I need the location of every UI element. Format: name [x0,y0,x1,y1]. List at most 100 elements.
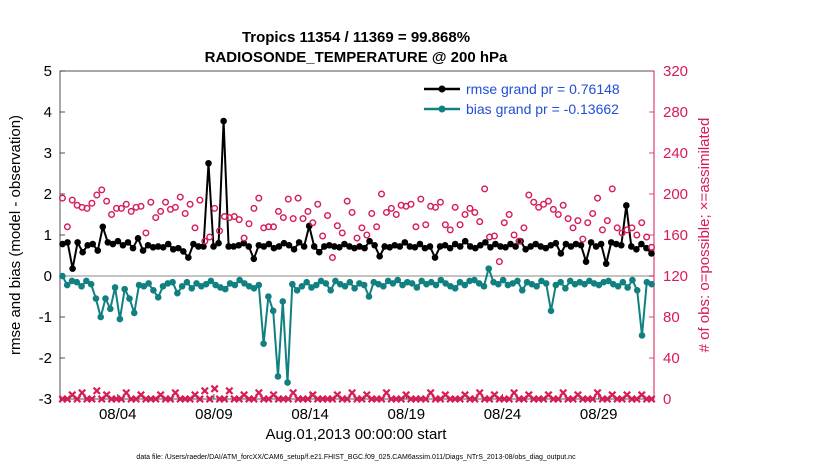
obs-assimilated-marker [348,388,357,397]
obs-assimilated-marker [205,395,214,403]
obs-possible-marker [211,204,219,212]
y-right-tick-label: 240 [663,145,688,162]
obs-possible-marker [638,219,646,227]
obs-assimilated-marker [588,395,597,403]
obs-possible-marker [432,203,440,211]
bias-point [456,278,464,286]
bias-point [360,281,368,289]
obs-possible-marker [117,204,125,212]
rmse-point [542,244,550,252]
rmse-point [376,253,383,260]
obs-possible-marker [245,220,253,228]
bias-point [332,277,339,285]
x-tick-label: 08/29 [580,406,618,423]
legend-label-rmse: rmse grand pr = 0.76148 [466,81,620,97]
bias-point [154,294,162,301]
bias-point [102,295,109,302]
rmse-point [280,239,288,247]
rmse-point [235,241,243,249]
rmse-point [240,239,248,247]
bias-point [83,277,90,285]
rmse-point [492,240,499,248]
x-axis-label: Aug.01,2013 00:00:00 start [266,426,448,443]
rmse-point [109,240,117,248]
y-right-tick-label: 160 [663,227,688,244]
bias-point [140,282,148,290]
y-right-tick-label: 200 [663,186,688,203]
chart-subtitle: RADIOSONDE_TEMPERATURE @ 200 hPa [205,49,508,66]
obs-possible-marker [191,224,199,232]
series-rmse [59,117,655,272]
bias-point [63,281,71,289]
obs-possible-marker [392,210,400,218]
rmse-point [477,241,484,249]
rmse-point [94,247,102,254]
rmse-point [270,244,278,252]
obs-possible-marker [279,214,287,222]
bias-point [121,285,128,293]
x-tick-label: 08/14 [291,406,329,423]
obs-assimilated-marker [73,395,82,403]
obs-possible-marker [250,204,258,212]
rmse-point [326,241,333,249]
y-right-tick-label: 40 [663,350,680,367]
bias-point [221,285,229,293]
obs-assimilated-marker [554,395,563,403]
rmse-point [411,244,419,251]
obs-assimilated-marker [377,395,386,403]
obs-possible-marker [348,208,356,216]
bias-point [427,278,435,286]
rmse-point [104,239,112,246]
bias-point [312,281,320,289]
y-right-tick-label: 80 [663,309,680,326]
rmse-point [119,241,127,249]
obs-possible-marker [343,197,351,205]
bias-point [413,284,421,291]
obs-possible-marker [157,207,165,215]
rmse-point [84,241,91,249]
obs-assimilated-marker [254,388,263,397]
bias-point [289,280,296,288]
bias-point [624,284,631,291]
obs-possible-marker [618,229,626,237]
chart-title: Tropics 11354 / 11369 = 99.868% [242,29,470,46]
obs-assimilated-marker [78,388,87,397]
rmse-point [623,202,630,209]
rmse-point [517,237,524,245]
y-right-tick-label: 0 [663,391,671,408]
bias-point [557,278,564,286]
obs-possible-marker [441,221,449,229]
obs-possible-marker [142,229,150,237]
obs-assimilated-marker [647,395,656,403]
bias-point [116,315,124,323]
obs-possible-marker [314,200,322,208]
bias-point [418,277,425,285]
rmse-point [371,241,378,249]
obs-possible-marker [574,217,582,225]
y-tick-label: 2 [44,186,52,203]
obs-possible-marker [216,227,224,235]
bias-point [178,282,186,290]
y-right-tick-label: 320 [663,63,688,80]
obs-assimilated-marker [200,386,209,395]
x-tick-label: 08/24 [484,406,522,423]
obs-assimilated-marker [122,388,131,397]
obs-possible-marker [579,235,587,243]
obs-possible-marker [490,232,498,240]
rmse-point [366,237,373,245]
bias-point [284,379,291,386]
rmse-point [406,243,414,250]
bias-point [92,295,100,302]
rmse-point [527,243,534,250]
bias-point [619,278,627,286]
bias-point [183,278,191,286]
y-right-tick-label: 120 [663,268,688,285]
rmse-point [557,250,565,257]
rmse-point [507,240,514,248]
bias-point [303,278,311,286]
obs-possible-marker [88,199,96,207]
obs-assimilated-marker [87,395,96,403]
rmse-point [582,258,590,265]
rmse-point [381,243,388,250]
obs-possible-marker [505,210,513,218]
